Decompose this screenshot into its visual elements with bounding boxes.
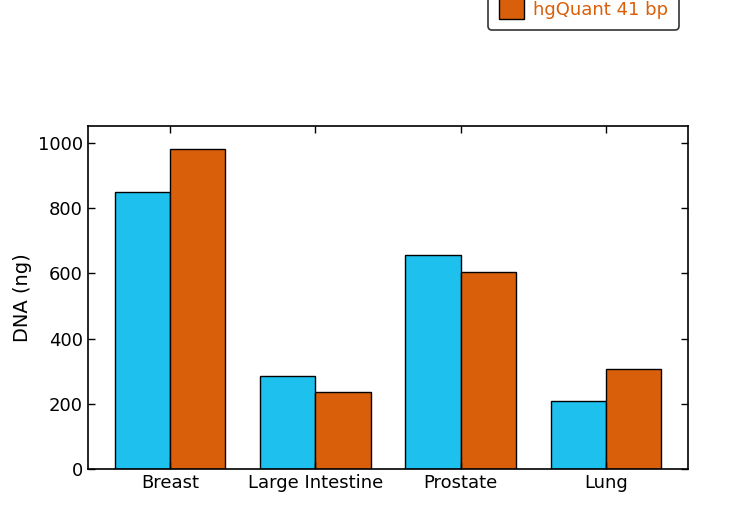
Bar	[550, 401, 605, 469]
Y-axis label: DNA (ng): DNA (ng)	[13, 253, 32, 342]
Bar	[261, 376, 315, 469]
Legend: Picogreen, hgQuant 41 bp: Picogreen, hgQuant 41 bp	[488, 0, 679, 30]
Bar	[315, 393, 370, 469]
Bar	[460, 272, 515, 469]
Bar	[406, 256, 460, 469]
Bar	[605, 368, 661, 469]
Bar	[115, 192, 171, 469]
Bar	[171, 149, 225, 469]
